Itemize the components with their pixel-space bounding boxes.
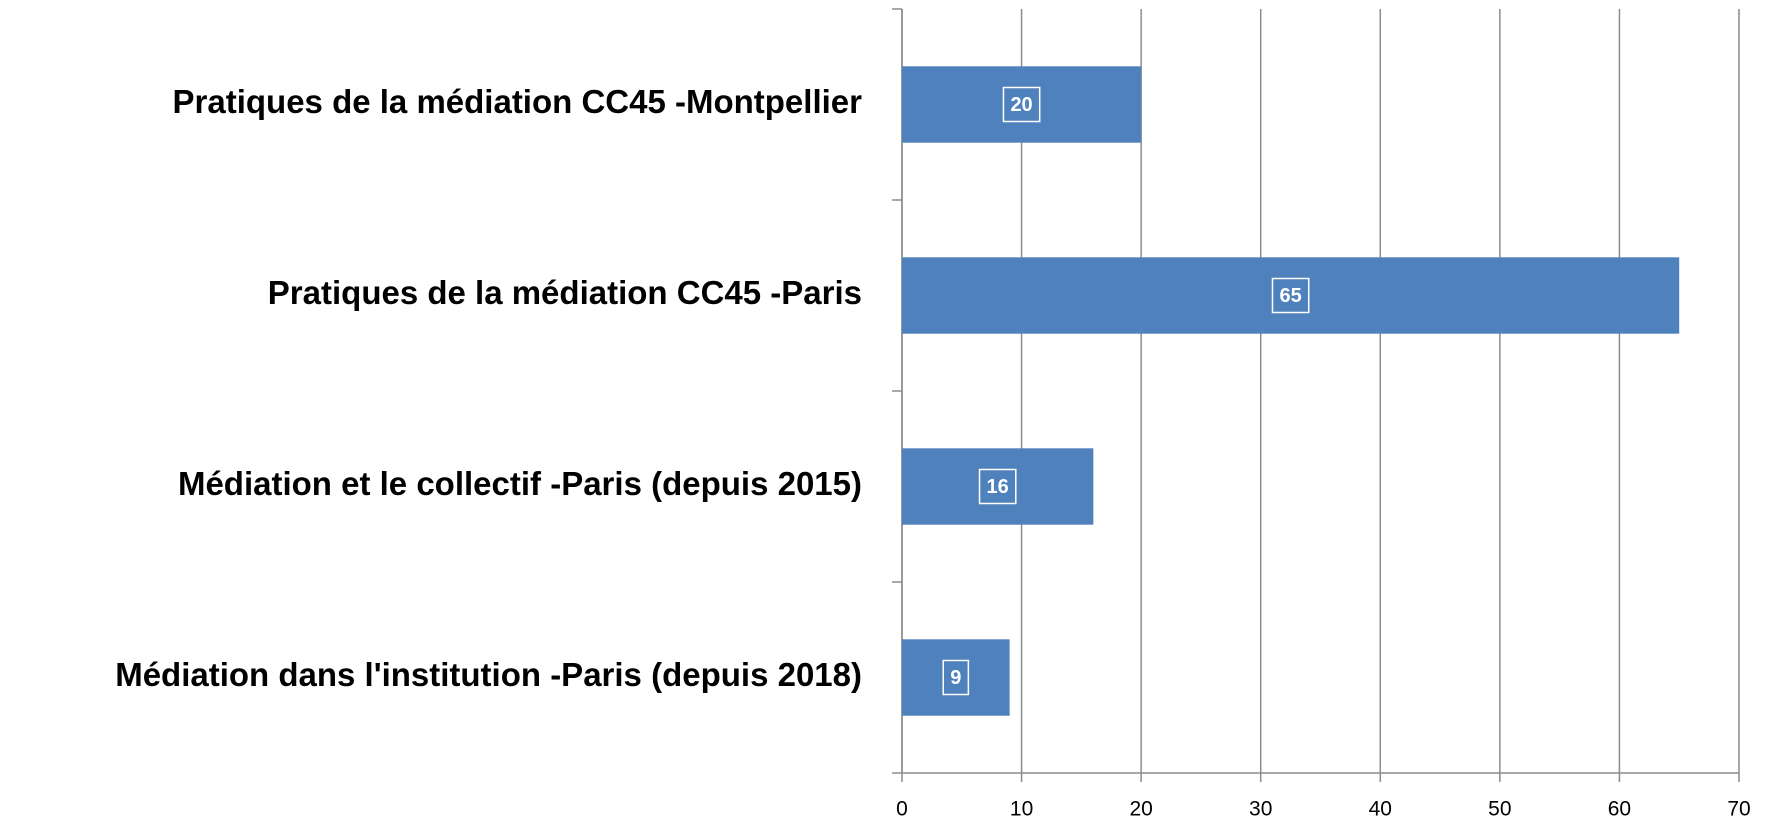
data-label-box <box>978 468 1017 505</box>
y-tick-label: Pratiques de la médiation CC45 -Paris <box>268 274 862 311</box>
data-label-box <box>1002 86 1041 123</box>
y-tick-label: Médiation dans l'institution -Paris (dep… <box>115 656 862 693</box>
x-tick-label: 10 <box>1010 798 1033 821</box>
bar <box>902 448 1094 525</box>
y-tick-label: Médiation et le collectif -Paris (depuis… <box>178 465 862 502</box>
x-tick-label: 40 <box>1369 798 1392 821</box>
data-label-box <box>942 659 970 696</box>
x-tick-label: 20 <box>1129 798 1152 821</box>
data-label: 65 <box>1279 285 1301 307</box>
bar <box>902 639 1010 716</box>
x-tick-label: 30 <box>1249 798 1272 821</box>
bar <box>902 257 1680 334</box>
data-label: 20 <box>1010 94 1032 116</box>
x-tick-label: 0 <box>896 798 908 821</box>
data-label-box <box>1271 277 1310 314</box>
x-tick-label: 70 <box>1727 798 1750 821</box>
y-tick-label: Pratiques de la médiation CC45 -Montpell… <box>173 83 863 120</box>
bar <box>902 66 1142 143</box>
data-label: 9 <box>950 667 961 689</box>
x-tick-label: 60 <box>1608 798 1631 821</box>
x-tick-label: 50 <box>1488 798 1511 821</box>
data-label: 16 <box>987 476 1009 498</box>
